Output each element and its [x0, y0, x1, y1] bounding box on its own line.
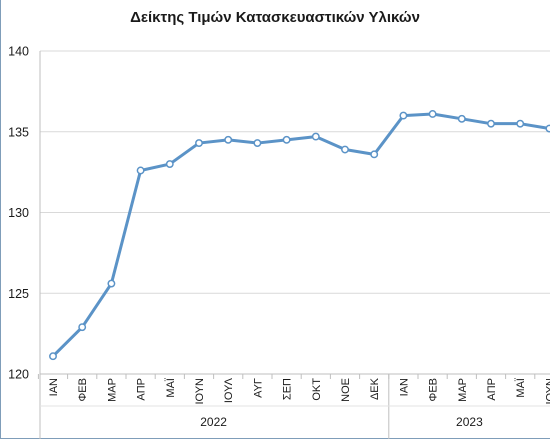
x-tick-label: ΦΕΒ [428, 378, 440, 401]
data-point [341, 145, 349, 154]
data-point [311, 132, 320, 141]
x-axis-groups: 2022 2023 [200, 415, 483, 429]
data-point [516, 119, 525, 128]
series [49, 110, 550, 361]
x-tick-label: ΙΑΝ [398, 378, 410, 396]
data-point [370, 150, 379, 159]
data-point [487, 119, 495, 128]
data-point [78, 323, 87, 332]
data-point [165, 160, 174, 169]
data-point [49, 352, 57, 361]
group-label: 2022 [200, 415, 227, 429]
x-tick-label: ΜΑΪ [515, 377, 527, 398]
x-tick-label: ΜΑΡ [106, 378, 118, 402]
x-tick-label: ΑΥΓ [252, 378, 264, 398]
y-tick-label: 130 [8, 206, 29, 220]
data-point [253, 139, 262, 148]
x-tick-label: ΜΑΡ [457, 378, 469, 402]
x-tick-label: ΟΚΤ [311, 378, 323, 401]
y-axis-ticks: 120 125 130 135 140 [8, 45, 29, 382]
y-tick-label: 120 [8, 368, 29, 382]
data-point [195, 139, 203, 148]
series-line [51, 112, 550, 358]
y-tick-label: 140 [8, 45, 29, 59]
data-point [457, 114, 466, 123]
data-point [545, 124, 550, 133]
x-tick-label: ΔΕΚ [369, 377, 381, 400]
data-point [282, 135, 291, 144]
x-tick-label: ΑΠΡ [136, 378, 148, 401]
x-tick-label: ΙΟΥΝ [194, 378, 206, 405]
x-tick-label: ΙΟΥΝ [544, 378, 550, 405]
data-point [136, 166, 145, 175]
x-tick-label: ΣΕΠ [282, 378, 294, 400]
data-point [107, 279, 116, 288]
chart-title: Δείκτης Τιμών Κατασκευαστικών Υλικών [130, 9, 420, 26]
group-label: 2023 [456, 415, 483, 429]
x-tick-label: ΝΟΕ [340, 378, 352, 402]
data-point [399, 111, 408, 120]
x-tick-label: ΜΑΪ [165, 377, 177, 398]
data-point [428, 110, 437, 118]
x-tick-label: ΑΠΡ [486, 378, 498, 401]
x-tick-label: ΙΑΝ [48, 378, 60, 396]
y-tick-label: 135 [8, 125, 29, 139]
y-tick-label: 125 [8, 287, 29, 301]
axes [37, 51, 550, 439]
data-point [224, 135, 233, 144]
x-tick-label: ΦΕΒ [77, 378, 89, 401]
x-axis-ticks: ΙΑΝ ΦΕΒ ΜΑΡ ΑΠΡ ΜΑΪ ΙΟΥΝ ΙΟΥΛ ΑΥΓ ΣΕΠ ΟΚΤ ΝΟΕ ΔΕΚ ΙΑ… [48, 377, 550, 404]
x-tick-label: ΙΟΥΛ [223, 377, 235, 403]
gridlines [40, 50, 550, 294]
